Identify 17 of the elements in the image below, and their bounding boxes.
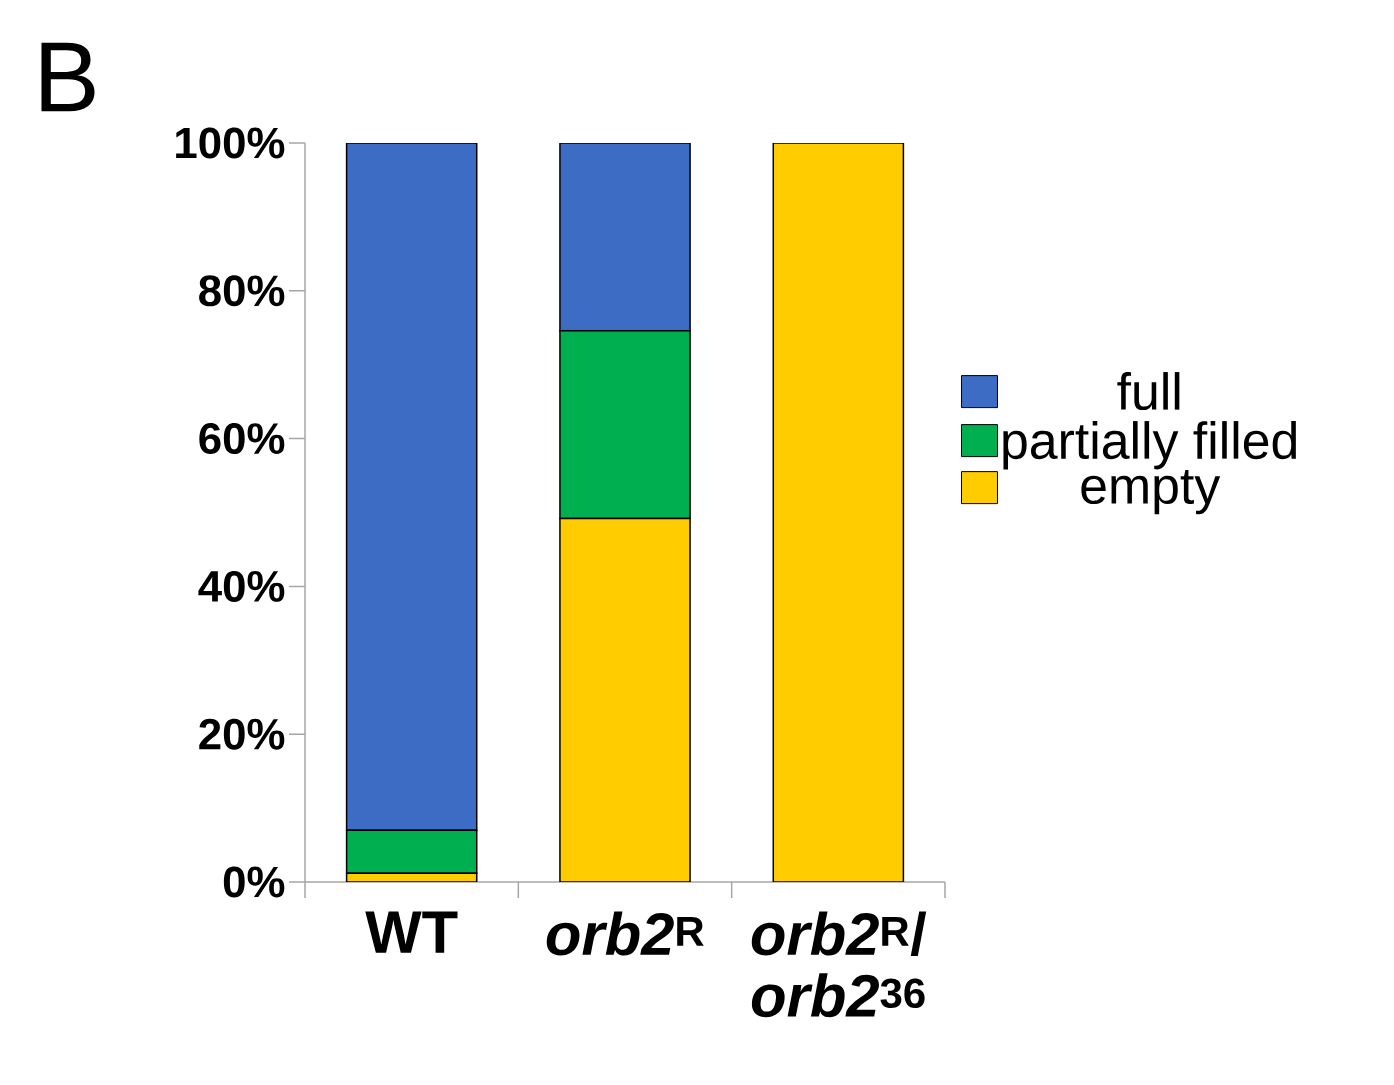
- y-tick-label: 20%: [199, 718, 285, 750]
- y-tick-label: 40%: [198, 570, 285, 602]
- bar: [772, 142, 905, 882]
- bar: [559, 517, 691, 882]
- y-tick-label: 80%: [199, 275, 285, 307]
- legend-label: full: [1117, 372, 1180, 411]
- legend-label: empty: [1081, 470, 1221, 515]
- y-tick-label: 60%: [199, 423, 285, 455]
- x-tick-label: orb2$^{R}$: [546, 911, 704, 956]
- chart-title: B: [41, 42, 95, 112]
- bar: [559, 142, 691, 332]
- x-tick-label: orb2$^{R}$/ orb2$^{36}$: [751, 911, 927, 1018]
- y-tick-label: 0%: [223, 866, 285, 898]
- y-tick-label: 100%: [176, 127, 285, 159]
- x-tick-label: WT: [365, 911, 458, 953]
- legend-label: partially filled: [1003, 421, 1296, 470]
- bar: [345, 142, 478, 832]
